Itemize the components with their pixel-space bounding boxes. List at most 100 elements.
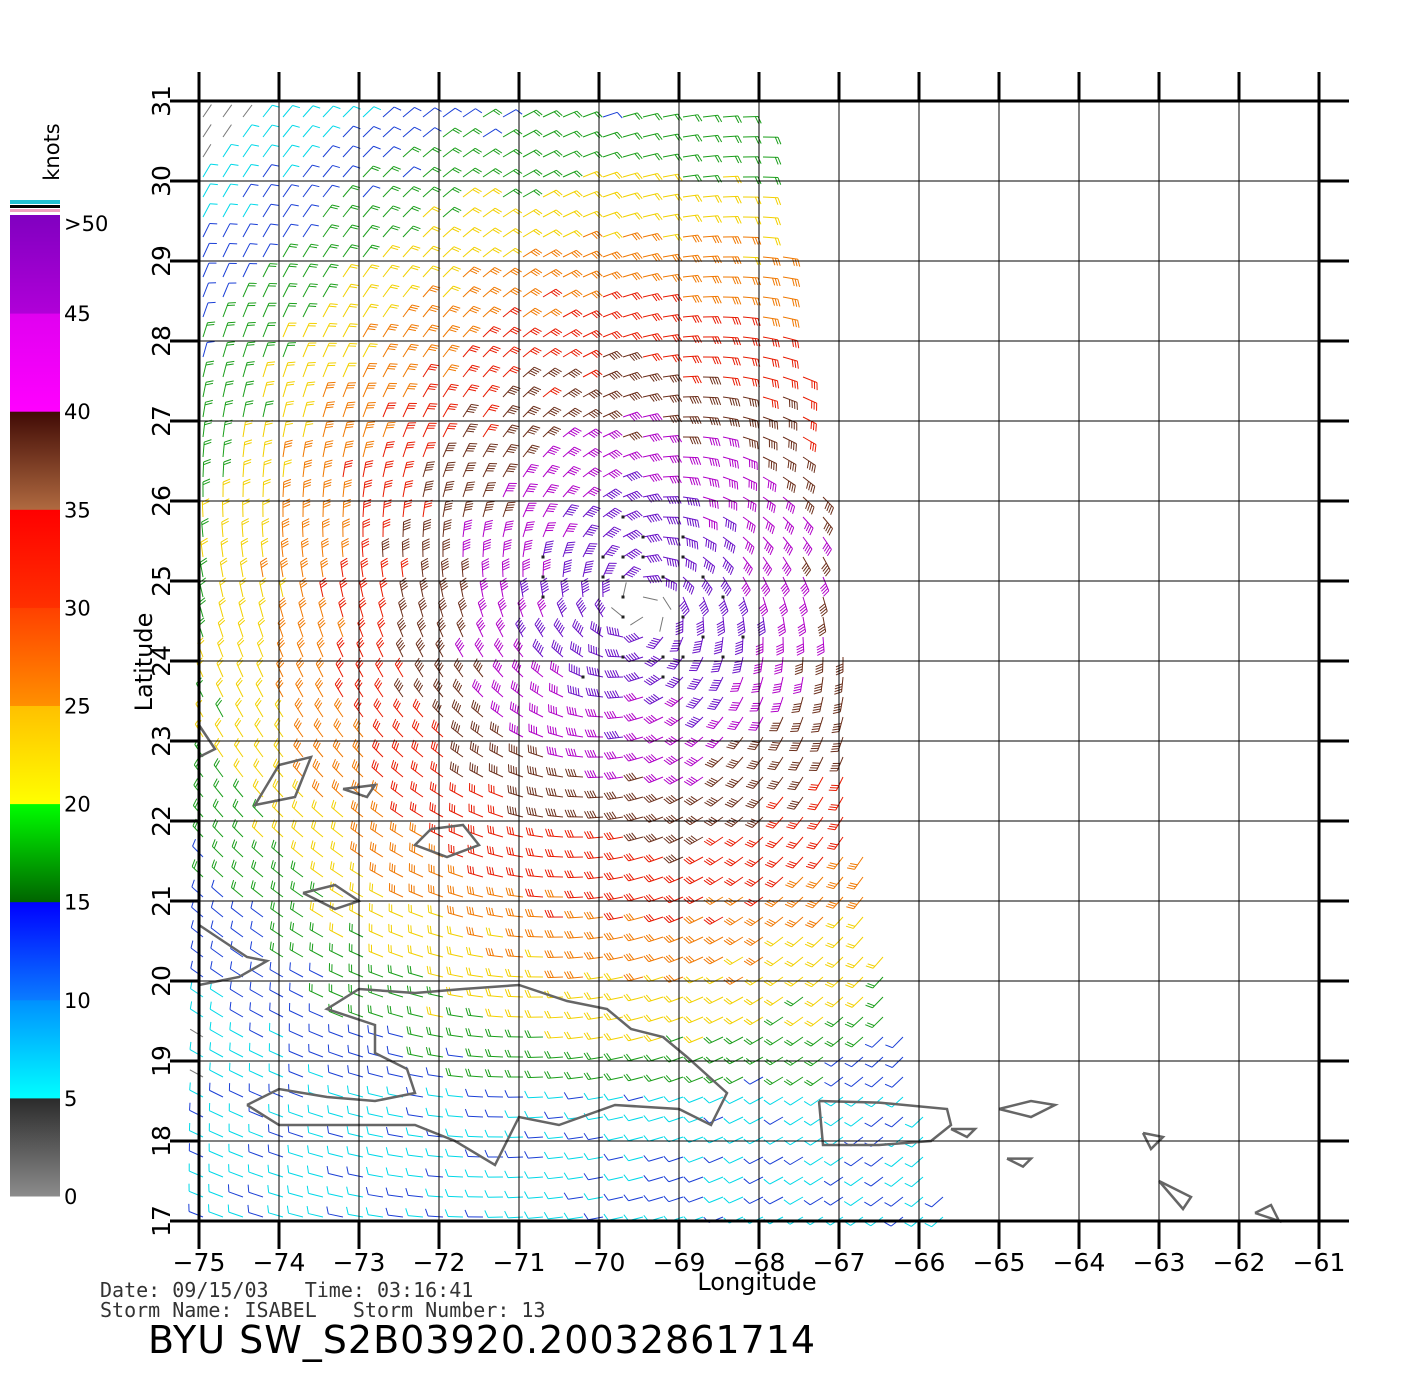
wind-barb [562, 348, 583, 358]
wind-barb [602, 507, 622, 519]
wind-barb [402, 480, 414, 498]
wind-barb [622, 471, 643, 482]
wind-barb [210, 940, 224, 958]
wind-barb [864, 1056, 884, 1068]
wind-barb [568, 663, 585, 679]
lon-tick-label: −69 [653, 1248, 706, 1277]
wind-barb [302, 144, 320, 158]
wind-barb [425, 1168, 444, 1178]
wind-barb [663, 854, 684, 864]
wind-barb [335, 657, 344, 678]
wind-barb [746, 756, 764, 770]
wind-barb [210, 920, 224, 938]
wind-barb [826, 876, 844, 890]
wind-barb [442, 461, 456, 478]
wind-barb [683, 795, 704, 806]
wind-barb [242, 459, 252, 478]
wind-barb [484, 1089, 504, 1098]
wind-barb [845, 956, 864, 969]
wind-barb [534, 617, 546, 638]
wind-barb [684, 756, 704, 767]
wind-barb [222, 223, 238, 238]
wind-barb [522, 366, 542, 378]
wind-barb [402, 126, 422, 138]
wind-barb [348, 922, 364, 938]
wind-barb [582, 505, 601, 518]
wind-barb [762, 336, 780, 348]
wind-barb [603, 952, 624, 961]
wind-barb [786, 816, 804, 830]
wind-barb [352, 718, 364, 738]
wind-barb [642, 473, 663, 483]
wind-barb [742, 196, 762, 205]
product-title: BYU SW_S2B03920.20032861714 [148, 1318, 817, 1362]
wind-barb [215, 697, 224, 718]
wind-barb [829, 756, 844, 772]
wind-barb [352, 738, 364, 758]
wind-barb [210, 900, 224, 918]
wind-barb [342, 204, 360, 218]
wind-barb [522, 109, 543, 118]
colorbar-label: 0 [64, 1185, 77, 1209]
wind-barb [466, 926, 484, 938]
wind-barb [294, 697, 304, 718]
wind-barb [741, 576, 751, 597]
wind-barb [326, 1125, 344, 1138]
wind-barb [446, 946, 464, 958]
wind-barb [362, 185, 381, 198]
wind-barb [329, 861, 344, 878]
wind-barb [302, 400, 315, 418]
lat-tick-label: 24 [147, 645, 176, 677]
wind-barb [422, 344, 440, 358]
wind-barb [542, 110, 563, 118]
wind-barb [582, 560, 594, 578]
wind-barb [698, 596, 709, 617]
wind-barb [426, 945, 444, 958]
wind-barb [701, 575, 713, 596]
wind-barb [256, 637, 265, 658]
wind-barb [362, 479, 373, 498]
wind-barb [442, 538, 451, 558]
wind-barb [208, 1183, 224, 1198]
wind-barb [359, 577, 368, 598]
wind-barb [209, 1001, 224, 1018]
wind-barb [468, 803, 484, 818]
wind-barb [442, 226, 462, 238]
wind-barb [484, 1069, 504, 1078]
wind-barb [416, 617, 427, 638]
wind-barb [235, 677, 244, 698]
wind-barb [462, 462, 477, 478]
wind-barb [407, 944, 424, 958]
rain-flag [681, 535, 685, 539]
wind-barb [422, 518, 432, 538]
wind-barb [763, 1196, 784, 1205]
wind-barb [272, 778, 284, 798]
wind-barb [399, 577, 409, 598]
wind-barb [702, 336, 722, 345]
wind-barb [228, 1164, 244, 1178]
wind-barb [422, 265, 441, 278]
wind-barb [505, 928, 524, 938]
wind-barb [300, 537, 309, 558]
colorbar-band [10, 705, 60, 805]
wind-barb [768, 736, 784, 751]
wind-barb [764, 916, 784, 927]
wind-barb [723, 1136, 744, 1144]
wind-barb [562, 190, 583, 198]
wind-barb [623, 812, 644, 822]
wind-barb [728, 696, 744, 711]
wind-barb [663, 875, 684, 884]
wind-barb [382, 146, 402, 158]
wind-barb [519, 577, 529, 598]
wind-barb [504, 1029, 524, 1038]
wind-barb [382, 343, 399, 358]
wind-barb [623, 1073, 644, 1082]
wind-barb [385, 1187, 404, 1198]
wind-barb [683, 955, 704, 964]
wind-barb [742, 136, 762, 144]
wind-barb [662, 596, 672, 610]
wind-barb [679, 596, 690, 617]
wind-barb [322, 224, 340, 238]
wind-barb [222, 124, 232, 138]
wind-barb [406, 1005, 424, 1018]
